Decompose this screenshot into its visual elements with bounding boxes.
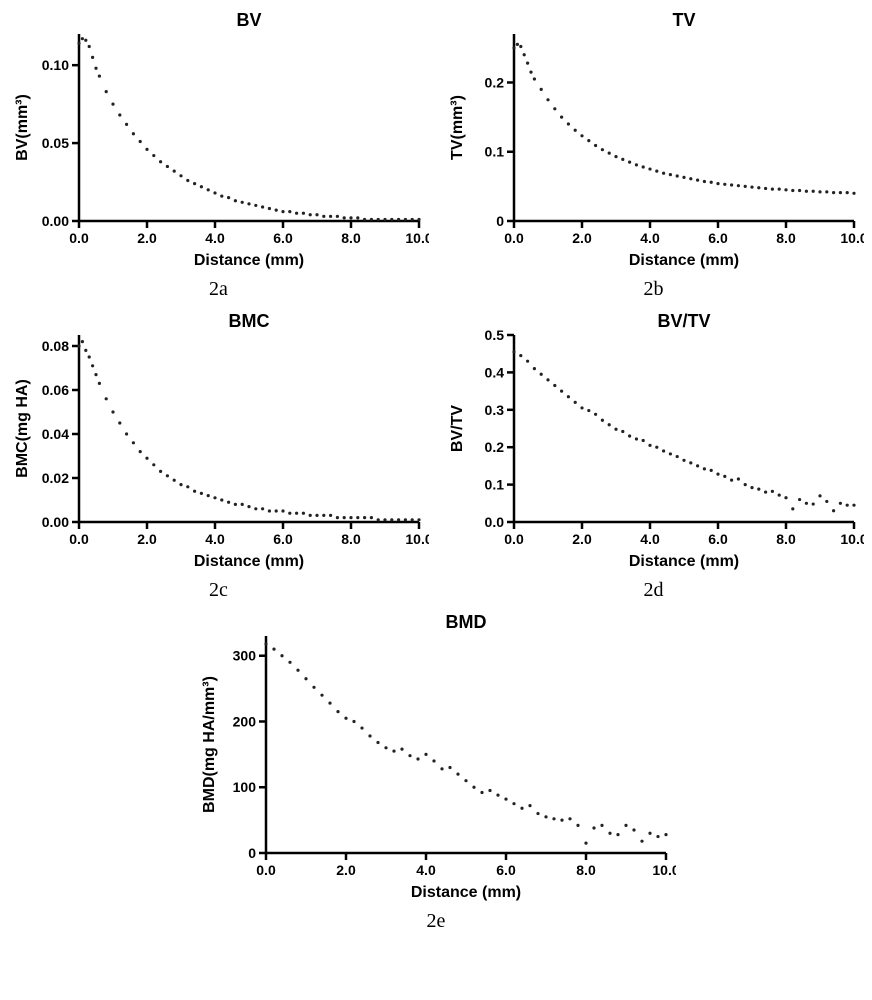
svg-text:0.2: 0.2	[484, 74, 504, 90]
chart-panel-tv: TV 0.0 2.0 4.0 6.0 8.0 10.0 0 0.1 0.2 Distance (mm…	[441, 6, 866, 301]
chart-panel-bmd: BMD 0.0 2.0 4.0 6.0 8.0 10.0 0 100 200 300 Distance…	[196, 608, 676, 933]
svg-text:0.00: 0.00	[41, 514, 68, 530]
svg-text:6.0: 6.0	[273, 531, 293, 547]
svg-text:TV(mm³): TV(mm³)	[449, 95, 466, 160]
panel-caption: 2e	[427, 910, 446, 933]
svg-text:4.0: 4.0	[205, 531, 225, 547]
svg-text:4.0: 4.0	[205, 230, 225, 246]
svg-text:0.0: 0.0	[504, 531, 524, 547]
panel-caption: 2c	[209, 579, 228, 602]
svg-text:2.0: 2.0	[572, 531, 592, 547]
svg-text:BMD(mg HA/mm³): BMD(mg HA/mm³)	[201, 676, 218, 813]
panel-caption: 2b	[644, 278, 664, 301]
svg-text:0.04: 0.04	[41, 426, 68, 442]
svg-text:8.0: 8.0	[341, 531, 361, 547]
svg-text:300: 300	[233, 648, 257, 664]
svg-text:8.0: 8.0	[341, 230, 361, 246]
svg-text:6.0: 6.0	[273, 230, 293, 246]
svg-text:10.0: 10.0	[840, 531, 864, 547]
chart-panel-bvtv: BV/TV 0.0 2.0 4.0 6.0 8.0 10.0 0.0 0.1 0.2 0.3 0.4 0…	[441, 307, 866, 602]
svg-text:BV: BV	[236, 10, 261, 30]
chart-panel-bv: BV 0.0 2.0 4.0 6.0 8.0 10.0 0.00 0.05 0.10 Distanc…	[6, 6, 431, 301]
svg-text:0.08: 0.08	[41, 338, 68, 354]
svg-text:10.0: 10.0	[405, 230, 429, 246]
svg-text:0.0: 0.0	[256, 862, 276, 878]
svg-text:Distance (mm): Distance (mm)	[628, 553, 738, 570]
svg-text:8.0: 8.0	[776, 230, 796, 246]
svg-text:0.0: 0.0	[69, 531, 89, 547]
svg-text:BV/TV: BV/TV	[657, 311, 710, 331]
svg-text:0.1: 0.1	[484, 144, 504, 160]
svg-text:TV: TV	[672, 10, 695, 30]
svg-text:0.2: 0.2	[484, 439, 504, 455]
svg-text:100: 100	[233, 779, 257, 795]
panel-caption: 2a	[209, 278, 228, 301]
svg-text:0: 0	[248, 845, 256, 861]
svg-text:2.0: 2.0	[137, 230, 157, 246]
svg-text:0.10: 0.10	[41, 57, 68, 73]
svg-text:BMC: BMC	[228, 311, 269, 331]
svg-text:2.0: 2.0	[137, 531, 157, 547]
svg-text:10.0: 10.0	[652, 862, 676, 878]
svg-text:2.0: 2.0	[572, 230, 592, 246]
svg-text:4.0: 4.0	[640, 531, 660, 547]
svg-text:Distance (mm): Distance (mm)	[628, 252, 738, 269]
svg-text:6.0: 6.0	[708, 230, 728, 246]
svg-text:Distance (mm): Distance (mm)	[193, 252, 303, 269]
svg-text:10.0: 10.0	[840, 230, 864, 246]
svg-text:8.0: 8.0	[576, 862, 596, 878]
svg-text:10.0: 10.0	[405, 531, 429, 547]
svg-text:200: 200	[233, 713, 257, 729]
svg-text:6.0: 6.0	[708, 531, 728, 547]
svg-text:4.0: 4.0	[416, 862, 436, 878]
svg-text:BMD: BMD	[446, 612, 487, 632]
svg-text:0.0: 0.0	[69, 230, 89, 246]
svg-text:8.0: 8.0	[776, 531, 796, 547]
svg-text:0: 0	[496, 213, 504, 229]
svg-text:6.0: 6.0	[496, 862, 516, 878]
svg-text:0.5: 0.5	[484, 327, 504, 343]
svg-text:0.05: 0.05	[41, 135, 68, 151]
svg-text:0.00: 0.00	[41, 213, 68, 229]
svg-text:0.02: 0.02	[41, 470, 68, 486]
svg-text:BV/TV: BV/TV	[449, 405, 466, 452]
svg-text:Distance (mm): Distance (mm)	[193, 553, 303, 570]
svg-text:0.0: 0.0	[484, 514, 504, 530]
svg-text:0.1: 0.1	[484, 477, 504, 493]
svg-text:BV(mm³): BV(mm³)	[14, 94, 31, 161]
svg-text:Distance (mm): Distance (mm)	[411, 884, 521, 901]
panel-caption: 2d	[644, 579, 664, 602]
svg-text:0.3: 0.3	[484, 402, 504, 418]
chart-panel-bmc: BMC 0.0 2.0 4.0 6.0 8.0 10.0 0.00 0.02 0.04 0.06 0.…	[6, 307, 431, 602]
svg-text:0.0: 0.0	[504, 230, 524, 246]
svg-text:2.0: 2.0	[336, 862, 356, 878]
svg-text:0.06: 0.06	[41, 382, 68, 398]
svg-text:4.0: 4.0	[640, 230, 660, 246]
svg-text:BMC(mg HA): BMC(mg HA)	[14, 379, 31, 478]
svg-text:0.4: 0.4	[484, 364, 504, 380]
